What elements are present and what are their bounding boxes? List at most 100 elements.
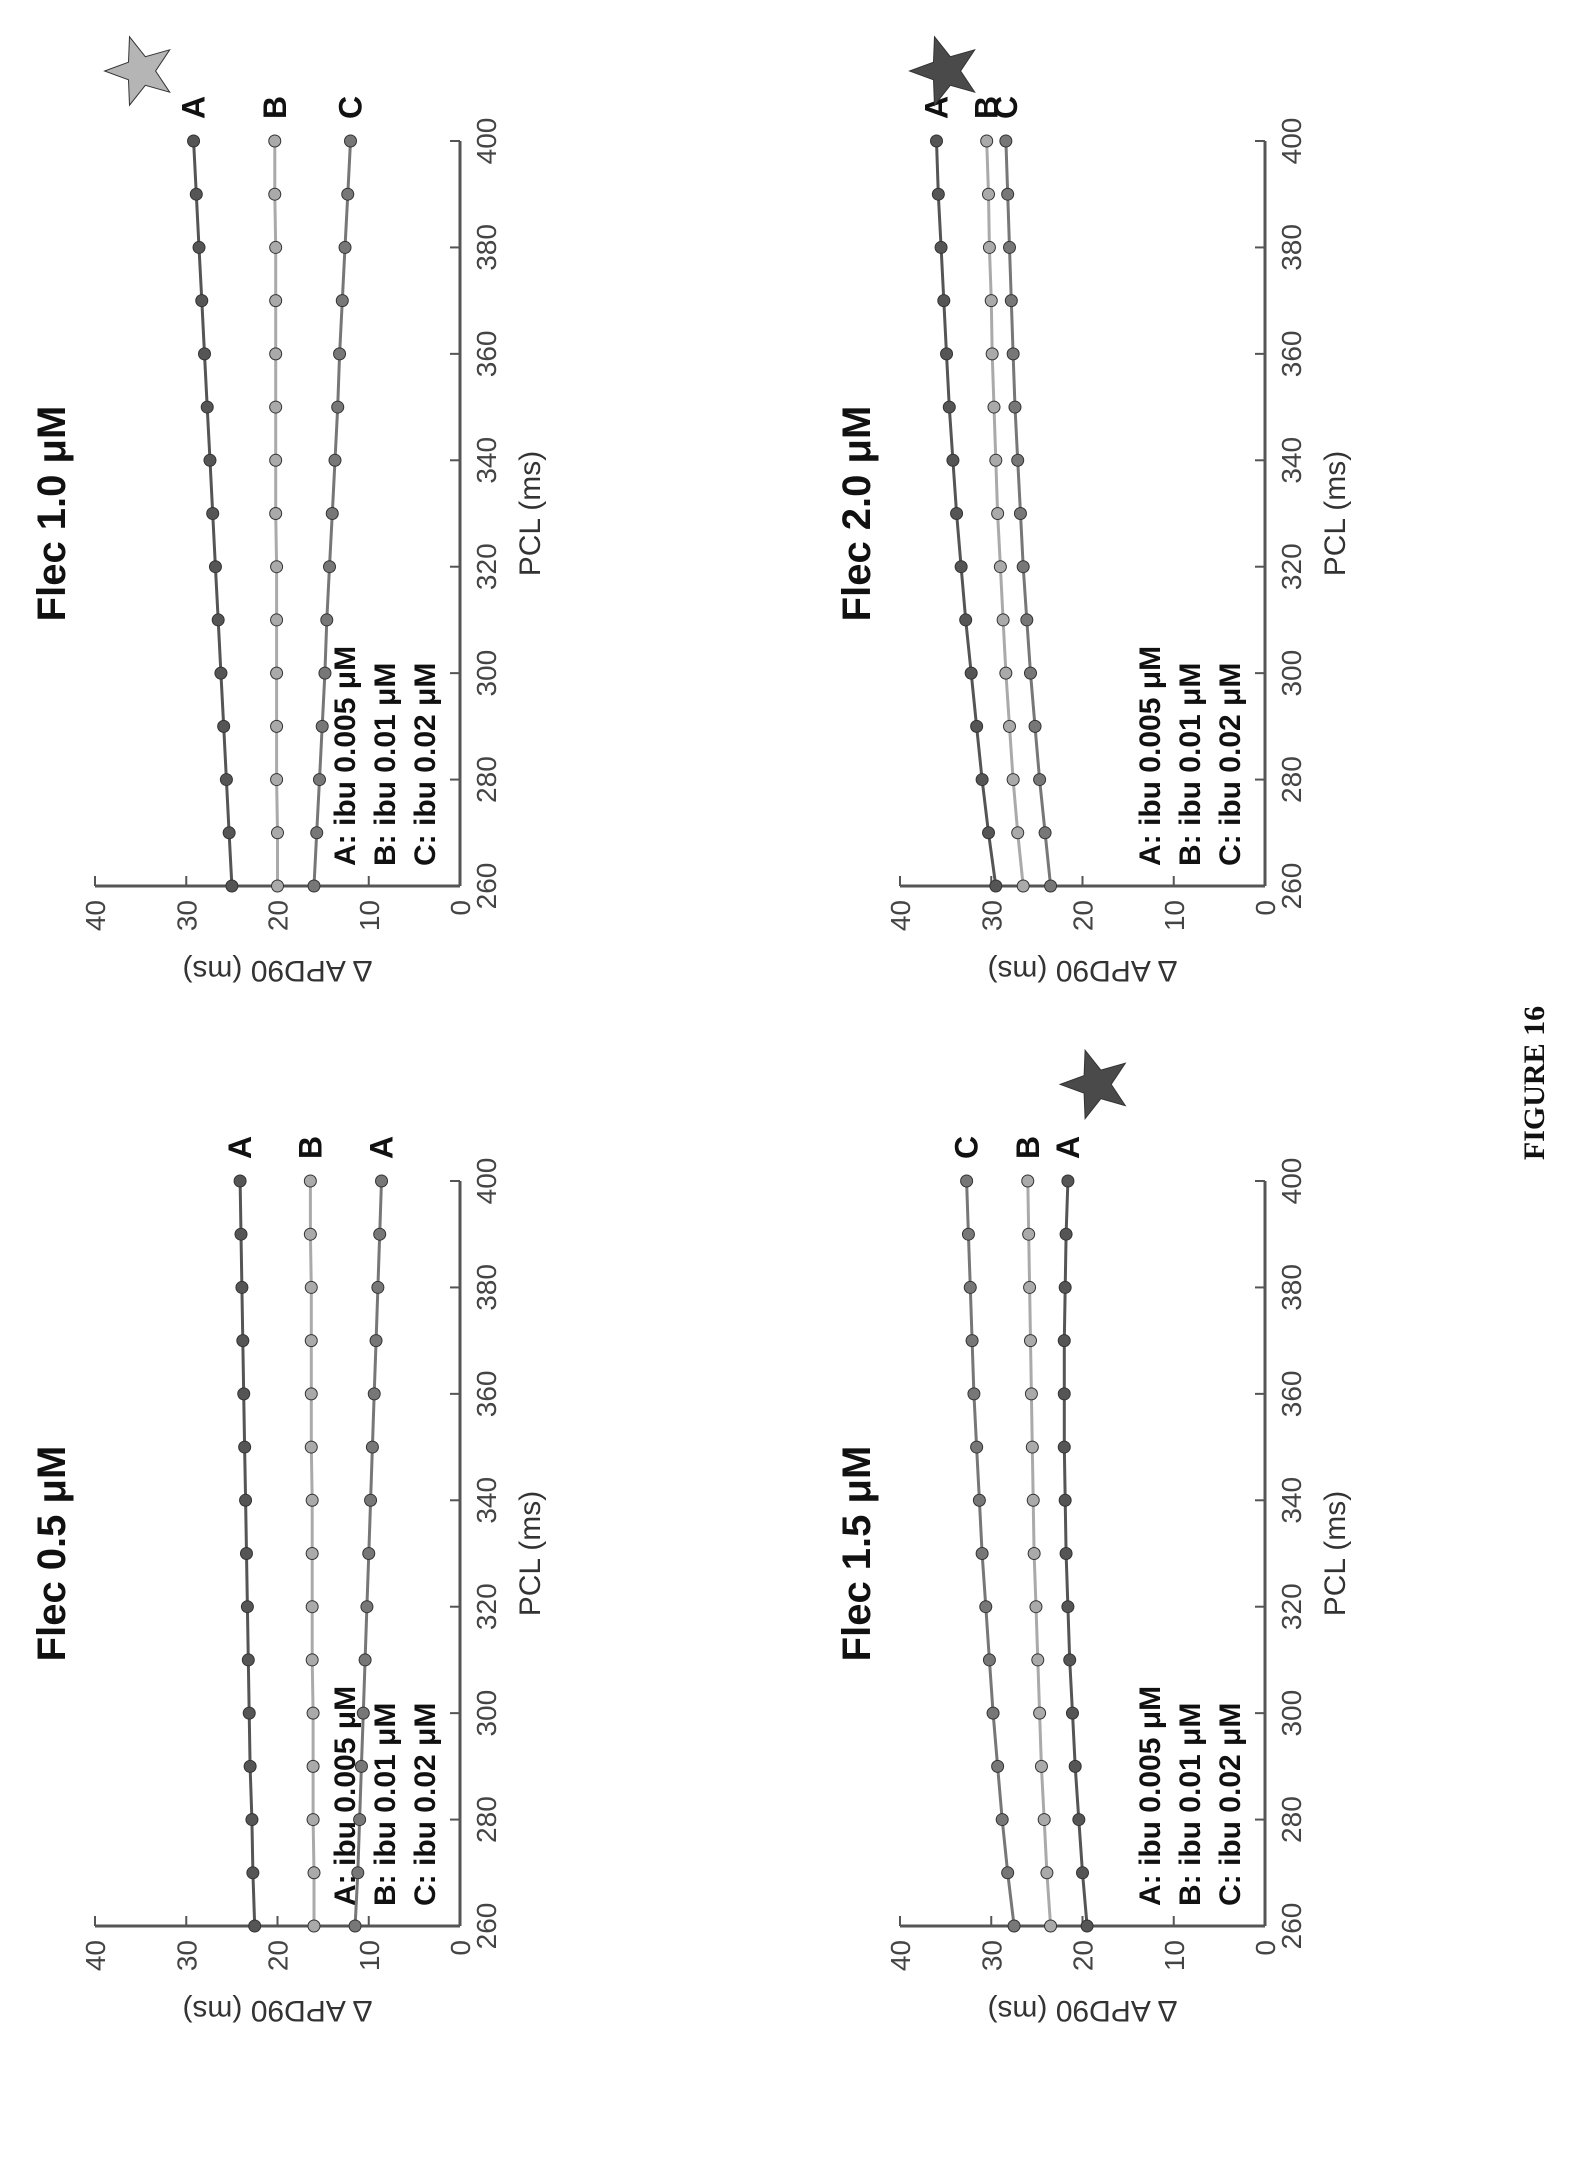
data-point-A	[1072, 1813, 1086, 1827]
data-point-B	[269, 400, 283, 414]
series-end-label: B	[969, 96, 1005, 119]
data-point-C	[310, 826, 324, 840]
data-point-A	[222, 826, 236, 840]
data-point-C	[348, 1919, 362, 1933]
series-end-label: A	[1050, 1136, 1086, 1159]
x-tick-label: 380	[1276, 224, 1307, 271]
chart-panel-3: Flec 1.5 μM 0 10 20 30 40 260 280 300 320 340 360 38…	[835, 1048, 1352, 2027]
x-tick-label: 280	[1276, 756, 1307, 803]
series-end-label: A	[919, 96, 955, 119]
data-point-C	[360, 1600, 374, 1614]
data-point-B	[996, 613, 1010, 627]
data-point-B	[268, 134, 282, 148]
data-point-C	[344, 134, 357, 148]
data-point-B	[305, 1493, 319, 1507]
data-point-A	[934, 240, 948, 254]
data-point-C	[1023, 666, 1037, 680]
data-point-B	[269, 294, 283, 308]
y-tick-label: 40	[80, 900, 111, 931]
data-point-B	[1029, 1600, 1043, 1614]
data-point-C	[965, 1334, 979, 1348]
y-axis-label: Δ APD90 (ms)	[987, 954, 1177, 987]
x-tick-label: 320	[471, 543, 502, 590]
star-marker	[103, 35, 171, 107]
data-point-A	[959, 613, 973, 627]
data-point-A	[964, 666, 978, 680]
x-tick-label: 260	[1276, 863, 1307, 910]
y-axis-label: Δ APD90 (ms)	[182, 1994, 372, 2027]
y-tick-label: 0	[1250, 1940, 1281, 1956]
data-point-A	[989, 879, 1003, 893]
x-tick-label: 360	[1276, 330, 1307, 377]
legend-entry: B: ibu 0.01 μM	[369, 663, 402, 866]
legend-entry: A: ibu 0.005 μM	[1134, 1686, 1167, 1906]
data-point-A	[236, 1334, 250, 1348]
y-tick-label: 40	[885, 1940, 916, 1971]
data-point-B	[305, 1547, 319, 1560]
data-point-C	[975, 1547, 989, 1560]
data-point-A	[203, 453, 217, 467]
data-point-C	[312, 773, 326, 787]
x-tick-label: 260	[471, 863, 502, 910]
data-point-B	[269, 453, 283, 467]
x-tick-label: 380	[471, 1264, 502, 1311]
data-point-C	[995, 1813, 1009, 1827]
x-tick-label: 300	[1276, 1690, 1307, 1737]
legend-entry: B: ibu 0.01 μM	[1174, 1703, 1207, 1906]
data-point-A	[200, 400, 214, 414]
data-point-C	[331, 400, 345, 414]
series-end-label: C	[949, 1136, 985, 1159]
x-tick-label: 340	[1276, 1477, 1307, 1524]
data-point-B	[1037, 1813, 1051, 1827]
data-point-C	[367, 1387, 381, 1401]
y-tick-label: 0	[1250, 900, 1281, 916]
data-point-C	[354, 1759, 368, 1773]
data-point-A	[245, 1813, 259, 1827]
data-point-C	[1006, 347, 1020, 361]
series-end-label: B	[292, 1136, 328, 1159]
data-point-A	[241, 1653, 255, 1667]
data-point-B	[1026, 1493, 1040, 1507]
x-axis-label: PCL (ms)	[1319, 1491, 1352, 1617]
data-point-C	[320, 613, 334, 627]
data-point-A	[1076, 1866, 1089, 1880]
chart-panel-4: Flec 2.0 μM 0 10 20 30 40 260 280 300 320 340 360 38…	[835, 35, 1352, 987]
panel-title: Flec 0.5 μM	[30, 1446, 74, 1662]
y-tick-label: 30	[976, 900, 1007, 931]
data-point-C	[1016, 560, 1030, 574]
series-end-label: C	[988, 96, 1024, 119]
data-point-A	[217, 719, 231, 733]
data-point-C	[325, 507, 339, 520]
data-point-C	[315, 719, 329, 733]
data-point-B	[1011, 826, 1025, 840]
star-marker	[908, 35, 976, 107]
data-point-C	[338, 240, 352, 254]
y-axis-label: Δ APD90 (ms)	[987, 1994, 1177, 2027]
x-tick-label: 400	[1276, 118, 1307, 165]
data-point-A	[192, 240, 206, 254]
data-point-B	[1024, 1387, 1038, 1401]
data-point-C	[1044, 879, 1058, 893]
x-tick-label: 400	[471, 1158, 502, 1205]
data-point-B	[270, 773, 284, 787]
data-point-C	[328, 453, 342, 467]
y-tick-label: 10	[1159, 1940, 1190, 1971]
x-tick-label: 300	[471, 650, 502, 697]
data-point-C	[1038, 826, 1052, 840]
legend-entry: C: ibu 0.02 μM	[1214, 663, 1247, 866]
data-point-B	[985, 347, 999, 361]
data-point-B	[304, 1440, 318, 1454]
data-point-B	[306, 1813, 320, 1827]
x-tick-label: 360	[471, 1370, 502, 1417]
data-point-A	[239, 1493, 253, 1507]
y-tick-label: 40	[80, 1940, 111, 1971]
data-point-A	[235, 1280, 249, 1294]
data-point-B	[269, 240, 283, 254]
data-point-A	[239, 1547, 253, 1560]
x-tick-label: 300	[1276, 650, 1307, 697]
data-point-A	[946, 453, 960, 467]
data-point-B	[270, 666, 284, 680]
data-point-B	[306, 1759, 320, 1773]
data-point-C	[1001, 1866, 1015, 1880]
